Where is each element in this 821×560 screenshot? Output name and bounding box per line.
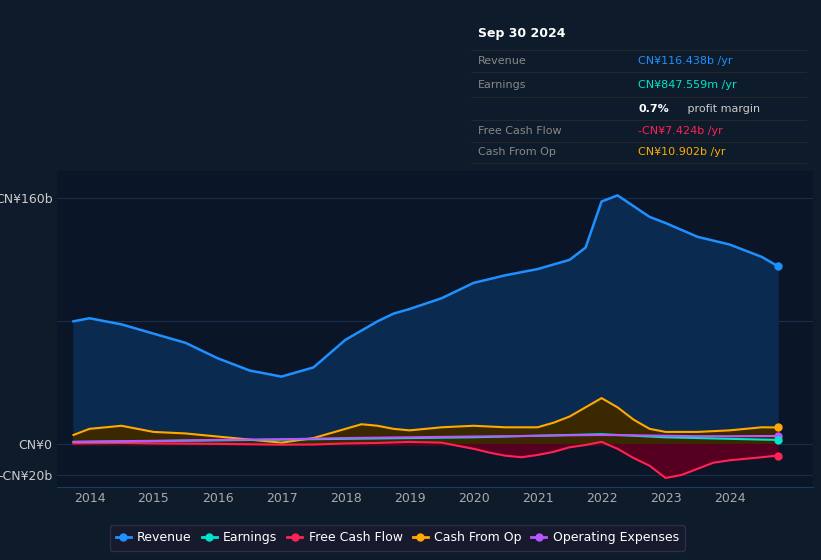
Legend: Revenue, Earnings, Free Cash Flow, Cash From Op, Operating Expenses: Revenue, Earnings, Free Cash Flow, Cash … bbox=[110, 525, 685, 550]
Text: -CN¥7.424b /yr: -CN¥7.424b /yr bbox=[639, 126, 723, 136]
Text: profit margin: profit margin bbox=[684, 104, 759, 114]
Text: CN¥10.902b /yr: CN¥10.902b /yr bbox=[639, 147, 726, 157]
Text: CN¥116.438b /yr: CN¥116.438b /yr bbox=[639, 57, 733, 67]
Text: Revenue: Revenue bbox=[478, 57, 526, 67]
Text: Sep 30 2024: Sep 30 2024 bbox=[478, 27, 566, 40]
Text: CN¥847.559m /yr: CN¥847.559m /yr bbox=[639, 80, 737, 90]
Text: Free Cash Flow: Free Cash Flow bbox=[478, 126, 562, 136]
Text: Earnings: Earnings bbox=[478, 80, 526, 90]
Text: Cash From Op: Cash From Op bbox=[478, 147, 556, 157]
Text: 0.7%: 0.7% bbox=[639, 104, 669, 114]
